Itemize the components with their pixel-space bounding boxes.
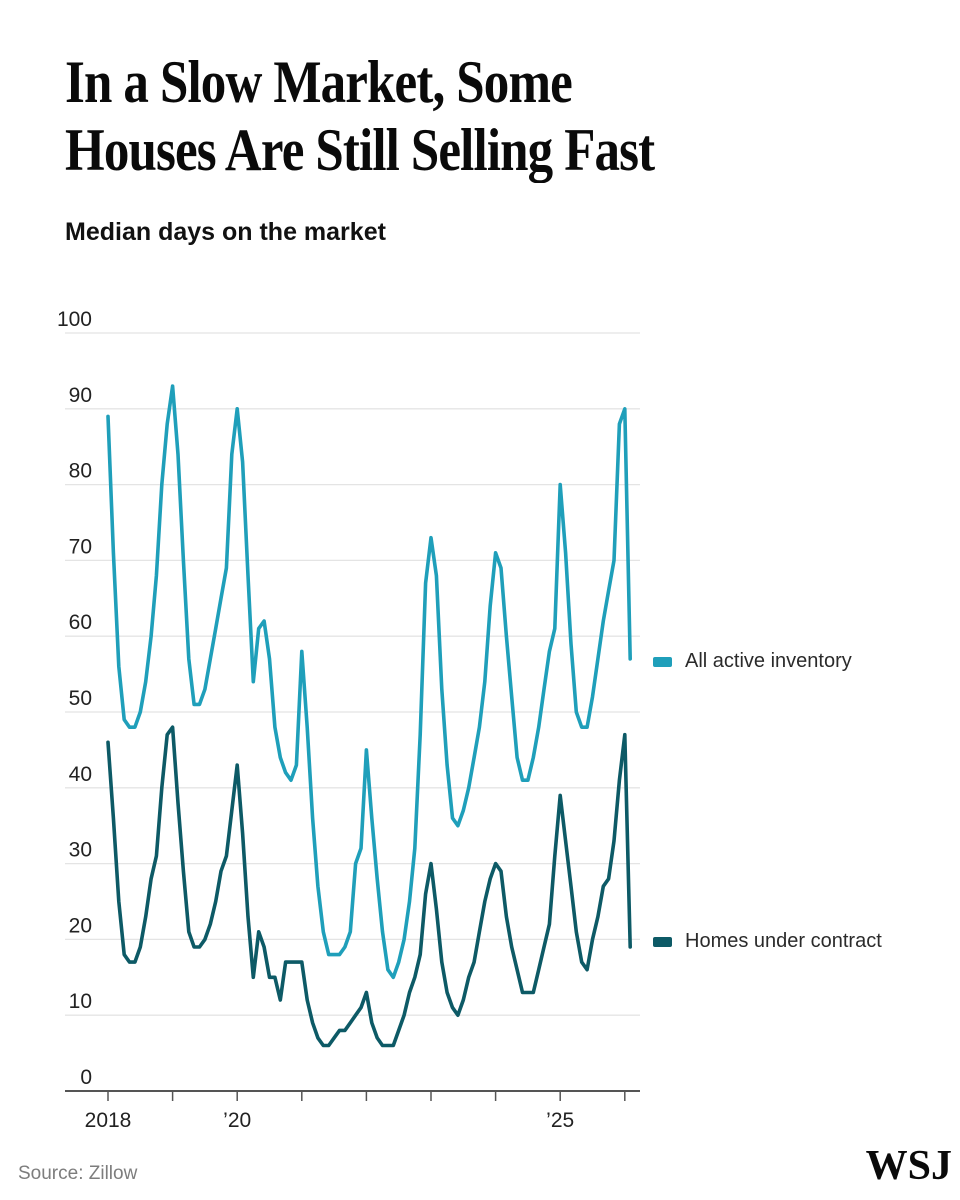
y-gridlines bbox=[65, 332, 640, 1016]
x-tick-label: ’25 bbox=[546, 1109, 574, 1132]
x-tick-label: ’20 bbox=[223, 1109, 251, 1132]
y-tick-label: 30 bbox=[69, 839, 92, 862]
x-axis-ticks bbox=[107, 1092, 626, 1101]
y-tick-label: 0 bbox=[80, 1066, 92, 1089]
y-tick-label: 40 bbox=[69, 763, 92, 786]
y-tick-label: 100 bbox=[57, 308, 92, 331]
y-tick-label: 90 bbox=[69, 384, 92, 407]
y-tick-label: 70 bbox=[69, 535, 92, 558]
x-tick-label: 2018 bbox=[85, 1109, 132, 1132]
under-contract-swatch-icon bbox=[653, 936, 672, 947]
legend-item-under-contract: Homes under contract bbox=[653, 930, 882, 953]
wsj-logo: WSJ bbox=[865, 1143, 952, 1189]
page-title-line2: Houses Are Still Selling Fast bbox=[65, 117, 655, 183]
source-attribution: Source: Zillow bbox=[18, 1163, 138, 1184]
y-tick-label: 20 bbox=[69, 914, 92, 937]
active-inventory-swatch-icon bbox=[653, 656, 672, 667]
y-axis-labels: 0 10 20 30 40 50 60 70 80 90 100 bbox=[57, 308, 92, 1089]
y-tick-label: 10 bbox=[69, 990, 92, 1013]
series-line-under-contract bbox=[106, 725, 633, 1048]
legend-label-contract: Homes under contract bbox=[685, 930, 882, 952]
chart-subtitle: Median days on the market bbox=[65, 218, 386, 246]
y-tick-label: 60 bbox=[69, 611, 92, 634]
legend-label-active: All active inventory bbox=[685, 650, 852, 672]
series-line-active-inventory bbox=[106, 384, 633, 980]
legend-item-active-inventory: All active inventory bbox=[653, 650, 852, 673]
page-title: In a Slow Market, Some Houses Are Still … bbox=[65, 48, 655, 184]
x-axis-labels: 2018 ’20 ’25 bbox=[85, 1109, 575, 1132]
page-title-line1: In a Slow Market, Some bbox=[65, 49, 573, 115]
y-tick-label: 80 bbox=[69, 460, 92, 483]
y-tick-label: 50 bbox=[69, 687, 92, 710]
